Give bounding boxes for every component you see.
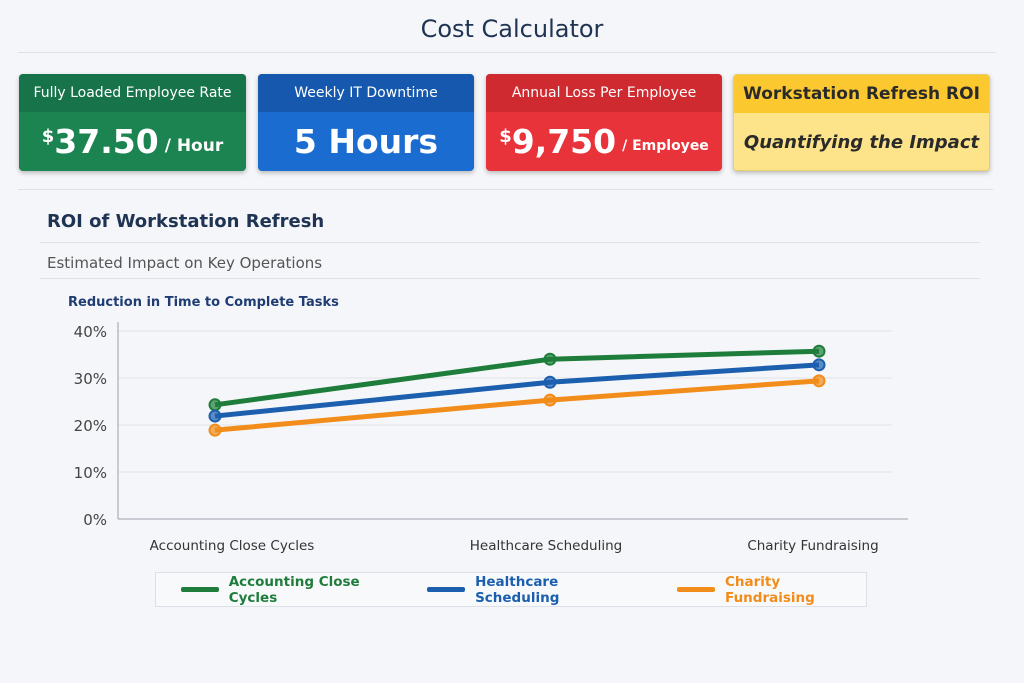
data-point <box>812 374 826 388</box>
card-label: Fully Loaded Employee Rate <box>19 74 246 112</box>
data-point <box>812 344 826 358</box>
divider <box>18 52 996 53</box>
divider <box>18 189 993 190</box>
divider <box>40 242 980 243</box>
card-value: $37.50 <box>41 122 159 161</box>
employee-rate-card: Fully Loaded Employee Rate $37.50/ Hour <box>19 74 246 171</box>
section-subtitle: Estimated Impact on Key Operations <box>47 254 323 272</box>
chart-title: Reduction in Time to Complete Tasks <box>68 295 339 310</box>
y-tick-label: 20% <box>74 417 107 435</box>
page-title: Cost Calculator <box>420 15 604 43</box>
x-tick-label: Healthcare Scheduling <box>470 538 622 554</box>
data-point <box>208 409 222 423</box>
it-downtime-card: Weekly IT Downtime 5 Hours <box>258 74 474 171</box>
x-tick-label: Accounting Close Cycles <box>150 538 315 554</box>
y-tick-label: 40% <box>74 323 107 341</box>
chart-legend: Accounting Close Cycles Healthcare Sched… <box>155 572 867 607</box>
y-tick-label: 30% <box>74 370 107 388</box>
card-value: $9,750 <box>499 122 617 161</box>
card-value: 5 Hours <box>293 122 439 161</box>
data-point <box>543 393 557 407</box>
card-label: Weekly IT Downtime <box>258 74 474 112</box>
annual-loss-card: Annual Loss Per Employee $9,750 / Employe… <box>486 74 722 171</box>
x-tick-label: Charity Fundraising <box>747 538 878 554</box>
y-tick-label: 10% <box>74 464 107 482</box>
section-title: ROI of Workstation Refresh <box>47 211 325 232</box>
legend-item: Healthcare Scheduling <box>427 574 637 606</box>
divider <box>40 278 980 279</box>
data-point <box>208 398 222 412</box>
card-label: Workstation Refresh ROI <box>734 75 989 113</box>
roi-card: Workstation Refresh ROI Quantifying the … <box>733 74 990 171</box>
card-label: Annual Loss Per Employee <box>486 74 722 112</box>
legend-item: Charity Fundraising <box>677 574 866 606</box>
card-unit: / Hour <box>164 135 224 156</box>
data-point <box>543 352 557 366</box>
y-tick-label: 0% <box>83 511 107 529</box>
card-unit: / Employee <box>622 137 709 154</box>
legend-item: Accounting Close Cycles <box>181 574 402 606</box>
data-point <box>812 358 826 372</box>
data-point <box>543 375 557 389</box>
data-point <box>208 423 222 437</box>
card-subtitle: Quantifying the Impact <box>743 132 980 153</box>
